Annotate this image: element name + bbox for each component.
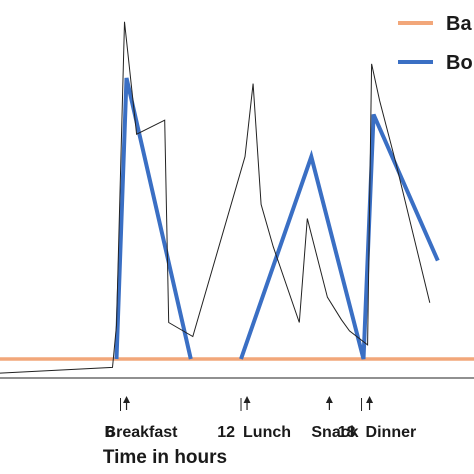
x-tick-label: 6 [106,424,115,441]
legend: Ba Bo [398,13,473,74]
legend-label: Ba [446,13,472,35]
meal-arrow-head [366,396,374,403]
legend-label: Bo [446,52,473,74]
x-tick-label: 12 [217,424,235,441]
meal-label-dinner: Dinner [366,424,417,441]
x-axis-ticks: 6 12 18 [106,398,363,441]
bolus-line-0 [114,77,193,360]
meal-label-snack: Snack [311,424,358,441]
x-tick-label: 18 [338,424,356,441]
meal-arrow-head [325,396,333,403]
glucose-line-0 [0,21,431,374]
meal-label-lunch: Lunch [243,424,291,441]
meal-arrow-head [123,396,131,403]
meal-markers: Breakfast Lunch Snack Dinner [105,396,417,441]
plot-area [0,21,474,374]
meal-label-breakfast: Breakfast [105,424,179,441]
meal-arrow-head [243,396,251,403]
x-axis-title: Time in hours [103,447,227,468]
bolus-line-1 [239,113,440,360]
